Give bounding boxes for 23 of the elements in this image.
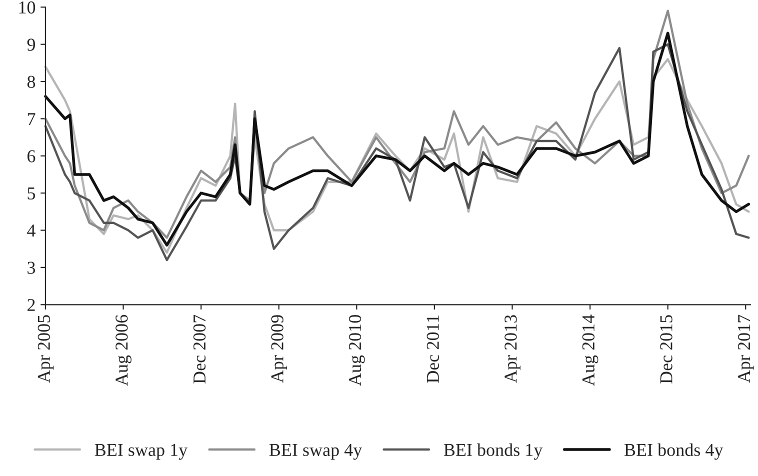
y-tick-label: 7 [28,113,36,125]
x-tick-label: Aug 2006 [116,314,132,386]
y-tick-label: 3 [28,262,36,274]
legend-label: BEI bonds 1y [444,443,543,460]
x-tick-label: Dec 2007 [193,314,206,384]
x-tick-label: Apr 2005 [38,315,54,383]
x-tick-label: Aug 2014 [582,314,598,386]
y-tick-label: 8 [27,76,36,88]
y-tick-label: 6 [28,150,36,162]
x-tick-label: Apr 2013 [504,315,520,383]
y-tick-label: 2 [28,298,35,311]
legend-label: BEI swap 1y [94,444,188,460]
legend-label: BEI bonds 4y [624,443,724,460]
y-tick-label: 10 [19,1,36,14]
y-tick-label: 4 [27,224,36,237]
x-tick-label: Dec 2015 [660,315,672,384]
legend-label: BEI swap 4y [269,444,362,460]
x-tick-label: Apr 2017 [738,314,754,383]
x-tick-label: Aug 2010 [348,315,365,386]
y-tick-label: 9 [27,38,36,51]
x-tick-label: Dec 2011 [426,315,439,383]
x-tick-label: Apr 2009 [271,315,288,383]
y-tick-label: 5 [28,188,36,200]
